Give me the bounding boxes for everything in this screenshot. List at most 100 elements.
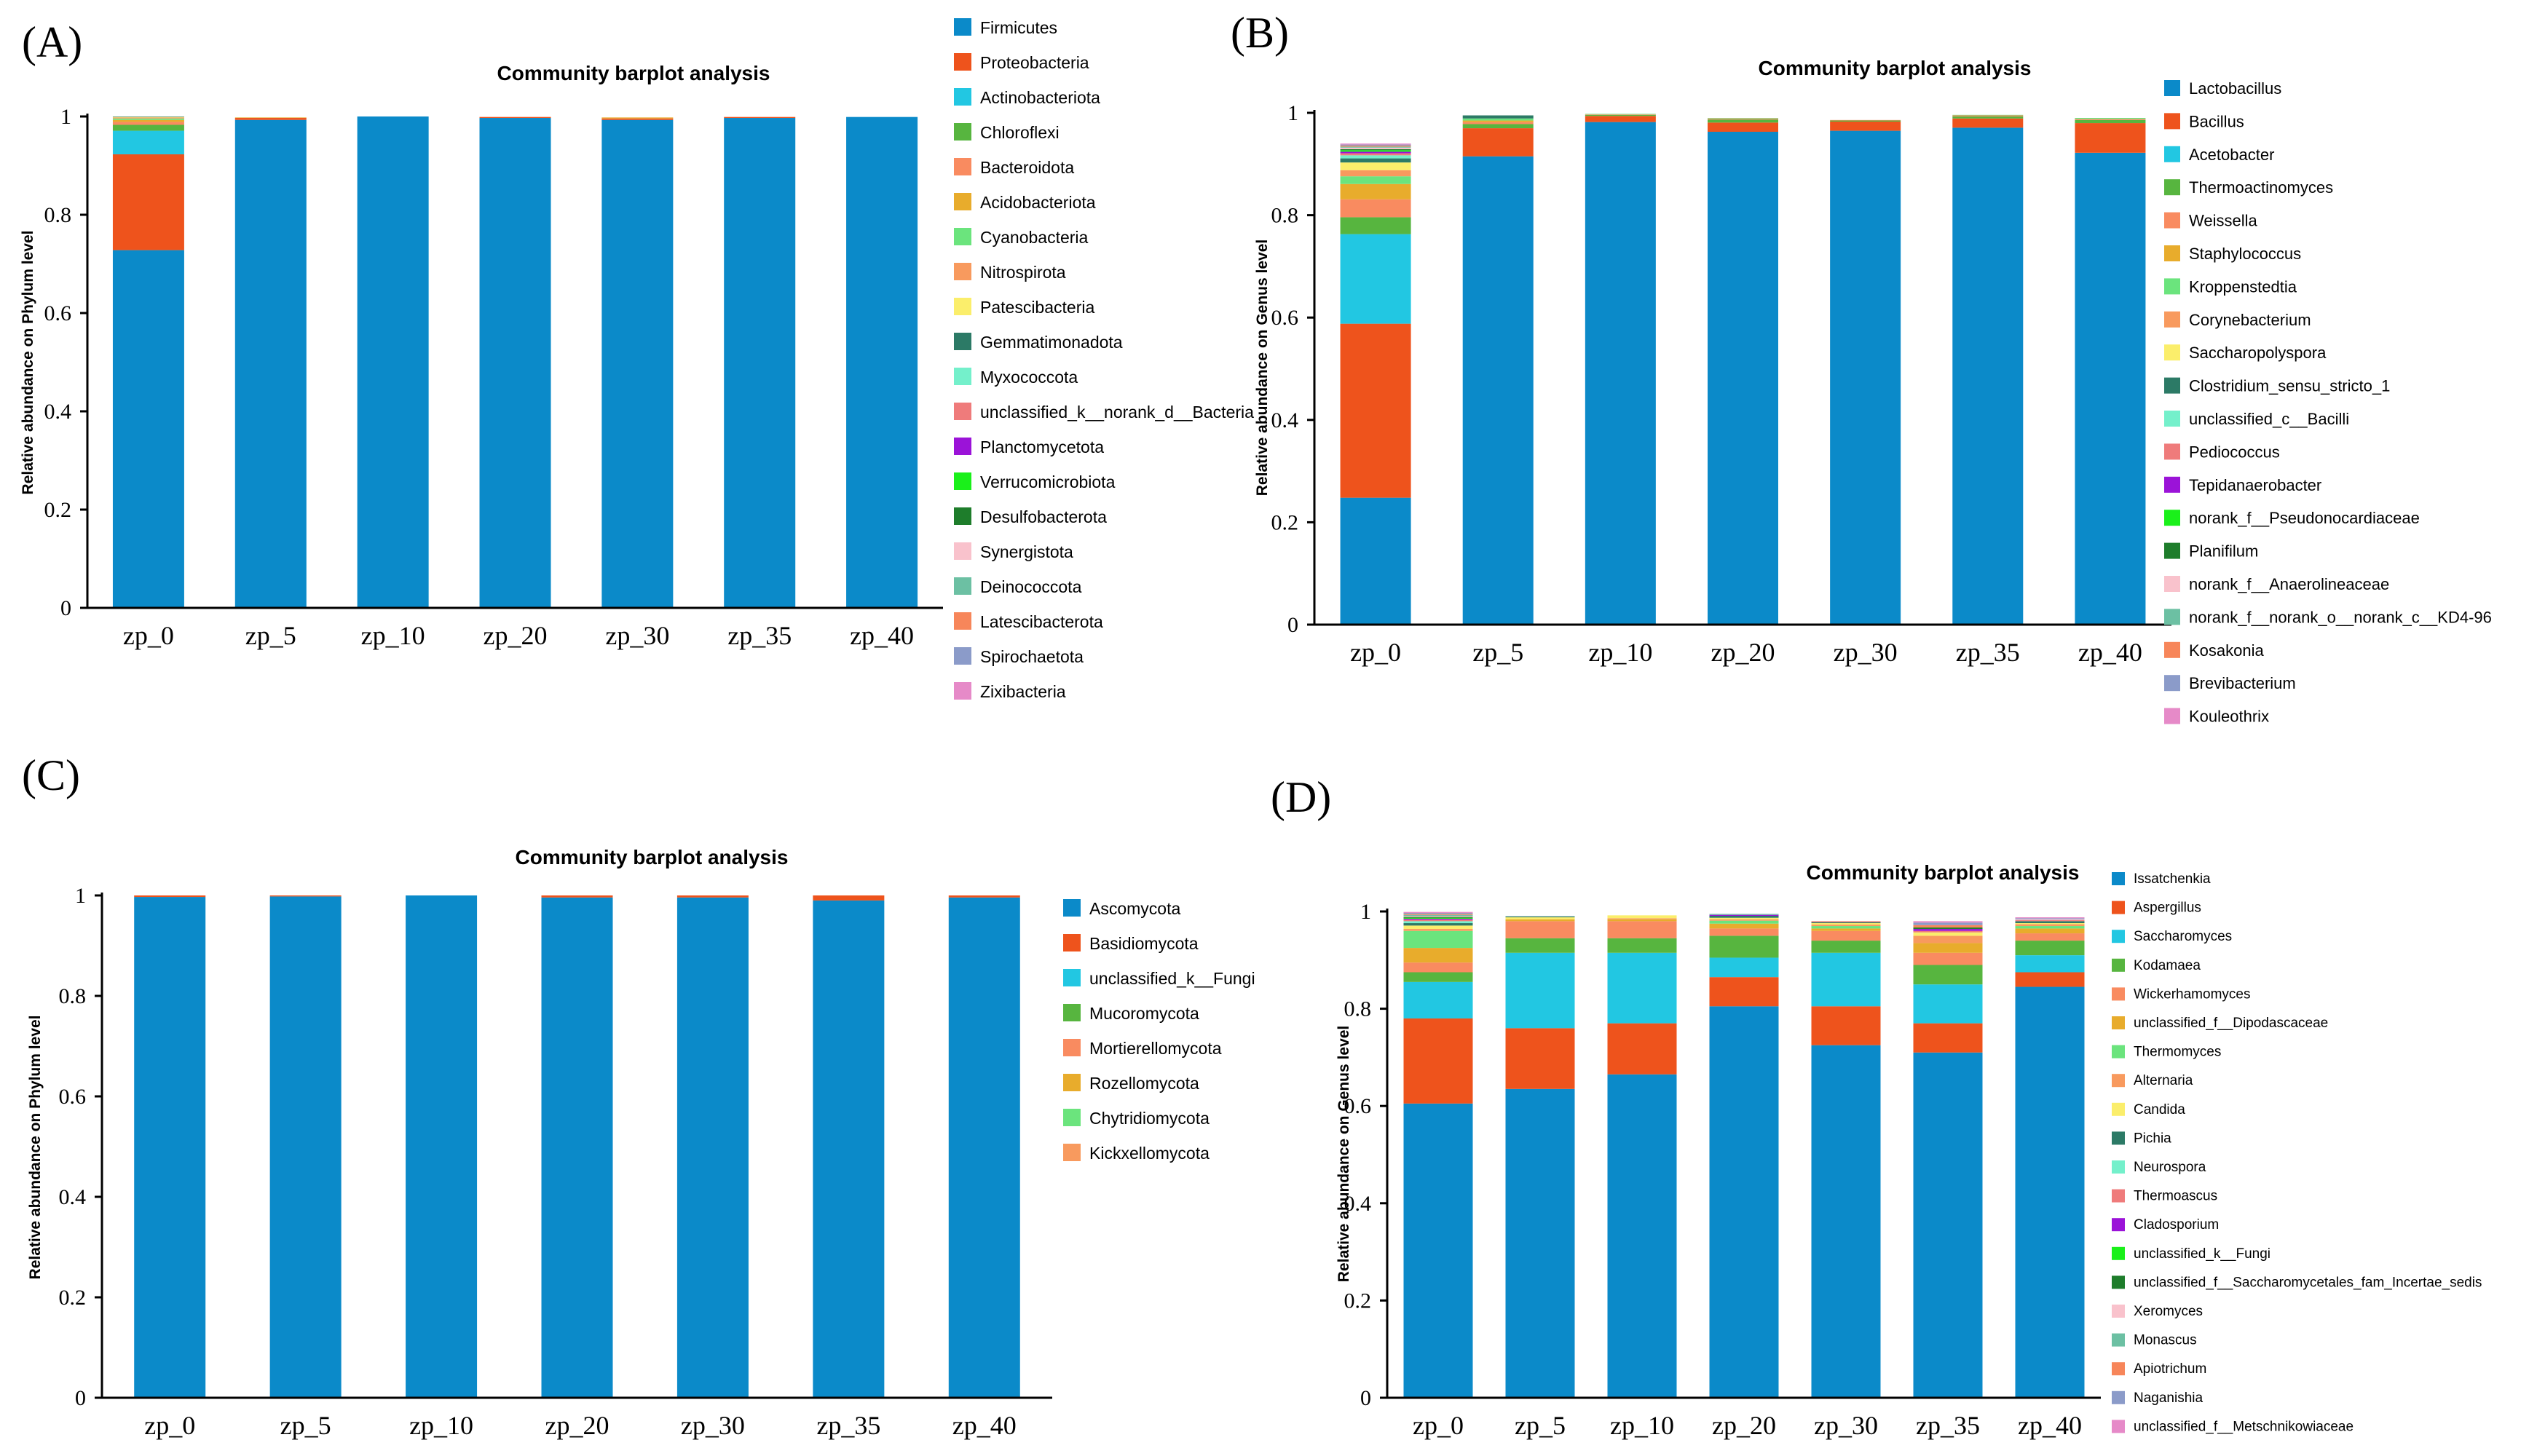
panel-d-legend-swatch-unclassified-f-dipodascaceae (2112, 1016, 2125, 1029)
panel-b-bar-zp-20-thermoactinomyces (1708, 119, 1778, 123)
panel-d-legend-label-pichia: Pichia (2134, 1131, 2171, 1146)
panel-a-y-tick-0-4: 0.4 (44, 400, 72, 424)
panel-b-legend-swatch-thermoactinomyces (2164, 179, 2180, 196)
panel-a-x-tick-zp-0: zp_0 (123, 621, 174, 650)
panel-d-bar-zp-20-wickerhamomyces (1709, 928, 1779, 936)
panel-d-bar-zp-35-unclassified-f-saccharomycetales-fam-incertae-sedis (1913, 927, 1983, 930)
panel-c-y-tick-0-4: 0.4 (59, 1185, 87, 1209)
panel-d-bar-zp-20-saccharomyces (1709, 957, 1779, 978)
panel-d-bar-zp-40-unclassified-f-dipodascaceae (2015, 928, 2085, 934)
panel-a-x-tick-zp-40: zp_40 (850, 621, 914, 650)
panel-b-legend-swatch-tepidanaerobacter (2164, 476, 2180, 493)
panel-b-legend-swatch-kroppenstedtia (2164, 278, 2180, 295)
panel-b-bar-zp-30-lactobacillus (1830, 130, 1901, 625)
panel-d-bar-zp-40-saccharomyces (2015, 955, 2085, 973)
panel-b-bar-zp-10-lactobacillus (1585, 122, 1656, 625)
panel-d-legend-label-apiotrichum: Apiotrichum (2134, 1361, 2206, 1377)
panel-b-legend-label-weissella: Weissella (2189, 212, 2258, 230)
panel-d-bar-zp-0-unclassified-k-fungi (1403, 917, 1473, 919)
panel-b-legend-label-lactobacillus: Lactobacillus (2189, 79, 2281, 98)
panel-d-legend-swatch-saccharomyces (2112, 930, 2125, 943)
panel-b-bar-zp-0-unclassified-c-bacilli (1340, 155, 1411, 159)
panel-c-legend-swatch-mortierellomycota (1063, 1039, 1081, 1056)
panel-d-bar-zp-40-alternaria (2015, 924, 2085, 927)
panel-b-legend-label-norank-f-norank-o-norank-c-kd4-96: norank_f__norank_o__norank_c__KD4-96 (2189, 608, 2492, 626)
panel-c-y-tick-1: 1 (75, 884, 86, 908)
panel-b-bar-zp-5-thermoactinomyces (1462, 124, 1534, 129)
panel-d-legend-label-xeromyces: Xeromyces (2134, 1304, 2203, 1319)
panel-a-legend-label-cyanobacteria: Cyanobacteria (980, 228, 1089, 247)
panel-b-bar-zp-35-lactobacillus (1952, 127, 2024, 625)
panel-a-legend-swatch-patescibacteria (954, 298, 971, 315)
panel-d-bar-zp-0-issatchenkia (1403, 1103, 1473, 1398)
panel-a-legend-label-actinobacteriota: Actinobacteriota (980, 88, 1100, 107)
panel-a-bar-zp-30-acidobacteriota (601, 117, 674, 119)
panel-c-y-axis-label: Relative abundance on Phylum level (27, 1016, 44, 1280)
panel-d-legend-swatch-pichia (2112, 1131, 2125, 1145)
panel-d-bar-zp-40-thermoascus (2015, 920, 2085, 922)
panel-d-legend-swatch-candida (2112, 1102, 2125, 1116)
panel-c-legend-swatch-unclassified-k-fungi (1063, 969, 1081, 986)
panel-a-legend-swatch-myxococcota (954, 368, 971, 385)
panel-b-legend-swatch-kouleothrix (2164, 708, 2180, 724)
panel-b-legend-label-tepidanaerobacter: Tepidanaerobacter (2189, 476, 2321, 494)
panel-b-y-tick-0-6: 0.6 (1271, 306, 1299, 330)
panel-d-x-tick-zp-30: zp_30 (1814, 1411, 1878, 1440)
panel-a-legend-swatch-chloroflexi (954, 123, 971, 141)
panel-a-bar-zp-0-proteobacteria (112, 154, 184, 250)
panel-c-y-tick-0: 0 (75, 1386, 86, 1410)
panel-b-y-tick-0-8: 0.8 (1271, 204, 1299, 228)
panel-d-legend-label-saccharomyces: Saccharomyces (2134, 929, 2232, 944)
panel-a-bar-zp-5-acidobacteriota (234, 117, 307, 119)
panel-d-legend-swatch-alternaria (2112, 1074, 2125, 1088)
panel-d-bar-zp-30-thermoascus (1811, 921, 1881, 922)
panel-b-legend-label-brevibacterium: Brevibacterium (2189, 674, 2296, 692)
panel-d-bar-zp-35-unclassified-f-metschnikowiaceae (1913, 921, 1983, 923)
panel-a-legend-label-chloroflexi: Chloroflexi (980, 123, 1060, 142)
panel-b-legend-swatch-norank-f-norank-o-norank-c-kd4-96 (2164, 609, 2180, 625)
panel-d-legend-swatch-kodamaea (2112, 958, 2125, 972)
panel-a-label: (A) (22, 18, 82, 66)
panel-c-y-tick-0-6: 0.6 (59, 1085, 87, 1109)
panel-d-legend-swatch-thermoascus (2112, 1189, 2125, 1203)
panel-b-bar-zp-0-corynebacterium (1340, 170, 1411, 177)
panel-b-bar-zp-10-thermoactinomyces (1585, 114, 1656, 116)
panel-b-x-tick-zp-30: zp_30 (1834, 638, 1898, 667)
panel-b-bar-zp-5-kroppenstedtia (1462, 118, 1534, 121)
panel-d-legend-label-issatchenkia: Issatchenkia (2134, 871, 2211, 887)
panel-d: (D) Community barplot analysis Relative ab… (1271, 773, 2482, 1440)
panel-a-y-tick-1: 1 (60, 105, 71, 129)
panel-b-legend-swatch-corynebacterium (2164, 311, 2180, 328)
panel-b-legend-label-pediococcus: Pediococcus (2189, 443, 2280, 461)
panel-b-bar-zp-40-thermoactinomyces (2075, 119, 2146, 124)
panel-d-bar-zp-30-unclassified-f-dipodascaceae (1811, 928, 1881, 931)
panel-b-bar-zp-10-bacillus (1585, 116, 1656, 122)
panel-b-x-tick-zp-35: zp_35 (1956, 638, 2020, 667)
panel-d-bar-zp-5-unclassified-f-dipodascaceae (1505, 919, 1575, 922)
panel-d-bar-zp-40-xeromyces (2015, 919, 2085, 921)
panel-d-legend-swatch-naganishia (2112, 1390, 2125, 1404)
panel-a-legend-swatch-firmicutes (954, 18, 971, 36)
panel-b-legend-swatch-norank-f-pseudonocardiaceae (2164, 510, 2180, 526)
panel-d-bar-zp-10-alternaria (1607, 918, 1677, 919)
panel-a-bar-zp-20-firmicutes (479, 118, 551, 608)
panel-d-bar-zp-0-wickerhamomyces (1403, 962, 1473, 973)
panel-b-bar-zp-10-weissella (1585, 114, 1656, 115)
panel-d-bar-zp-10-aspergillus (1607, 1023, 1677, 1075)
panel-c-legend-swatch-chytridiomycota (1063, 1109, 1081, 1126)
panel-d-bar-zp-0-thermoascus (1403, 919, 1473, 922)
panel-b-legend-label-norank-f-pseudonocardiaceae: norank_f__Pseudonocardiaceae (2189, 509, 2420, 527)
panel-d-bar-zp-0-neurospora (1403, 921, 1473, 924)
panel-d-bar-zp-30-alternaria (1811, 925, 1881, 927)
panel-a-legend-label-acidobacteriota: Acidobacteriota (980, 193, 1096, 212)
panel-d-legend-label-wickerhamomyces: Wickerhamomyces (2134, 986, 2250, 1002)
panel-d-bar-zp-0-candida (1403, 925, 1473, 930)
panel-c-bar-zp-10-ascomycota (406, 895, 478, 1398)
panel-d-bar-zp-30-kodamaea (1811, 941, 1881, 953)
panel-a-bar-zp-0-acidobacteriota (112, 119, 184, 122)
panel-a-x-tick-zp-30: zp_30 (605, 621, 669, 650)
panel-b-legend-label-kouleothrix: Kouleothrix (2189, 708, 2269, 726)
panel-d-bar-zp-0-kodamaea (1403, 972, 1473, 982)
panel-c-legend-label-mucoromycota: Mucoromycota (1089, 1004, 1199, 1023)
panel-c-bar-zp-40-ascomycota (948, 897, 1020, 1398)
